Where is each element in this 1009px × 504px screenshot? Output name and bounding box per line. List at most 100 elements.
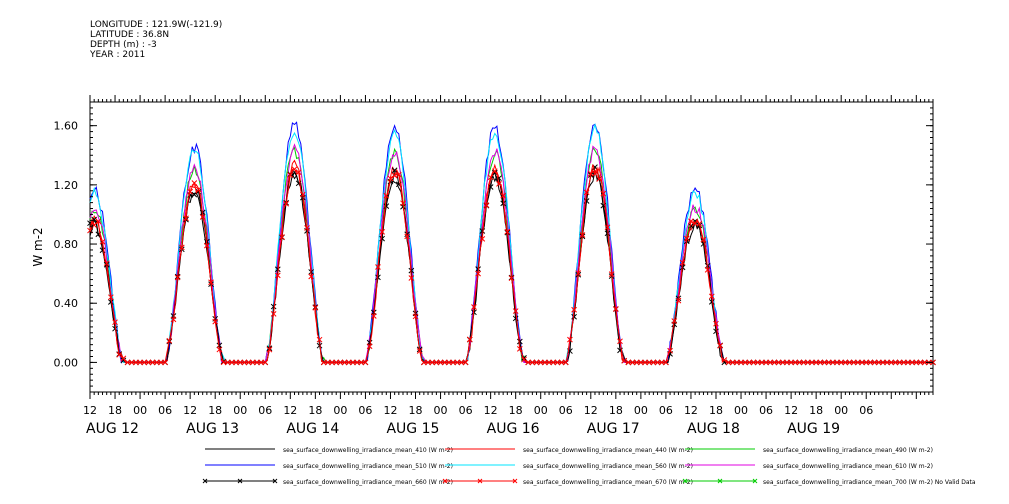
y-tick-label: 0.40 [54,297,79,310]
series-marker [638,359,644,366]
series-marker [575,270,582,276]
series-marker [725,359,732,366]
x-tick-label: 06 [859,404,873,417]
legend-label: sea_surface_downwelling_irradiance_mean_… [763,447,933,454]
series-marker [738,359,744,366]
series-marker [412,313,419,320]
x-tick-label: 12 [484,404,498,417]
series-marker [249,359,256,366]
series-marker [821,359,828,366]
series-marker [900,359,907,366]
legend-marker [682,478,688,484]
x-tick-label: 12 [283,404,297,417]
series-marker [408,275,415,281]
series-marker [846,359,853,366]
series-marker [95,218,102,225]
x-tick-label: 18 [409,404,423,417]
series-marker [750,359,757,366]
series-marker [370,313,377,319]
series-marker [629,359,636,366]
series-marker [345,359,352,366]
series-marker [825,359,832,366]
series-marker [416,348,423,354]
series-marker [779,359,786,366]
series-marker [237,359,244,366]
series-marker [542,359,548,366]
series-marker [212,318,219,325]
series-marker [554,359,561,366]
series-marker [633,359,640,366]
series-marker [195,186,202,193]
legend-label: sea_surface_downwelling_irradiance_mean_… [523,447,693,454]
series-marker [496,181,502,187]
series-marker [354,359,360,366]
series-marker [708,299,715,305]
series-marker [291,166,298,173]
legend-marker [202,478,208,484]
series-marker [108,294,114,301]
series-marker [458,359,465,366]
series-marker [224,359,231,366]
series-marker [304,225,310,231]
series-marker [708,293,715,300]
series-marker [592,170,598,177]
series-marker [99,238,106,245]
series-marker [796,359,803,366]
series-marker [191,180,198,186]
x-tick-label: 18 [809,404,823,417]
series-marker [216,342,223,349]
x-tick-label: 00 [734,404,748,417]
series-marker [329,359,335,366]
series-marker [158,359,164,366]
y-tick-label: 1.20 [54,179,79,192]
series-marker [516,338,523,345]
series-marker [387,175,394,182]
series-marker [834,359,840,366]
x-tick-label: 06 [158,404,172,417]
legend-label: sea_surface_downwelling_irradiance_mean_… [523,479,693,486]
x-tick-label: 18 [609,404,623,417]
series-marker [233,359,239,366]
series-marker [429,359,436,366]
plot-frame [89,101,934,393]
series-marker [892,359,899,366]
x-tick-label: 18 [208,404,222,417]
series-marker [316,342,323,349]
series-marker [103,260,110,267]
series-marker [241,359,248,366]
series-marker [145,359,152,366]
series-marker [767,359,774,366]
series-marker [216,346,223,353]
series-marker [567,336,573,343]
series-marker [671,318,678,324]
series-marker [337,359,344,366]
series-marker [229,359,235,366]
series-marker [600,190,607,197]
series-marker [446,359,452,366]
series-marker [913,359,920,366]
series-marker [704,267,711,273]
series-marker [658,359,665,366]
series-marker [909,359,915,366]
series-marker [729,359,736,366]
series-marker [500,200,507,207]
x-day-label: AUG 14 [286,421,339,437]
series-marker [604,224,611,231]
series-marker [734,359,740,366]
series-marker [842,359,849,366]
x-tick-label: 00 [634,404,648,417]
x-tick-label: 18 [709,404,723,417]
legend-label: sea_surface_downwelling_irradiance_mean_… [283,463,453,470]
series-marker [771,359,778,366]
legend-label: sea_surface_downwelling_irradiance_mean_… [763,479,976,486]
series-marker [512,315,519,322]
series-marker [274,272,281,279]
series-marker [462,359,469,366]
y-tick-label: 0.00 [54,356,79,369]
legend: sea_surface_downwelling_irradiance_mean_… [202,447,976,486]
series-marker [859,359,865,366]
series-marker [829,359,836,366]
series-marker [804,359,811,366]
series-marker [375,274,381,281]
x-tick-label: 06 [459,404,473,417]
